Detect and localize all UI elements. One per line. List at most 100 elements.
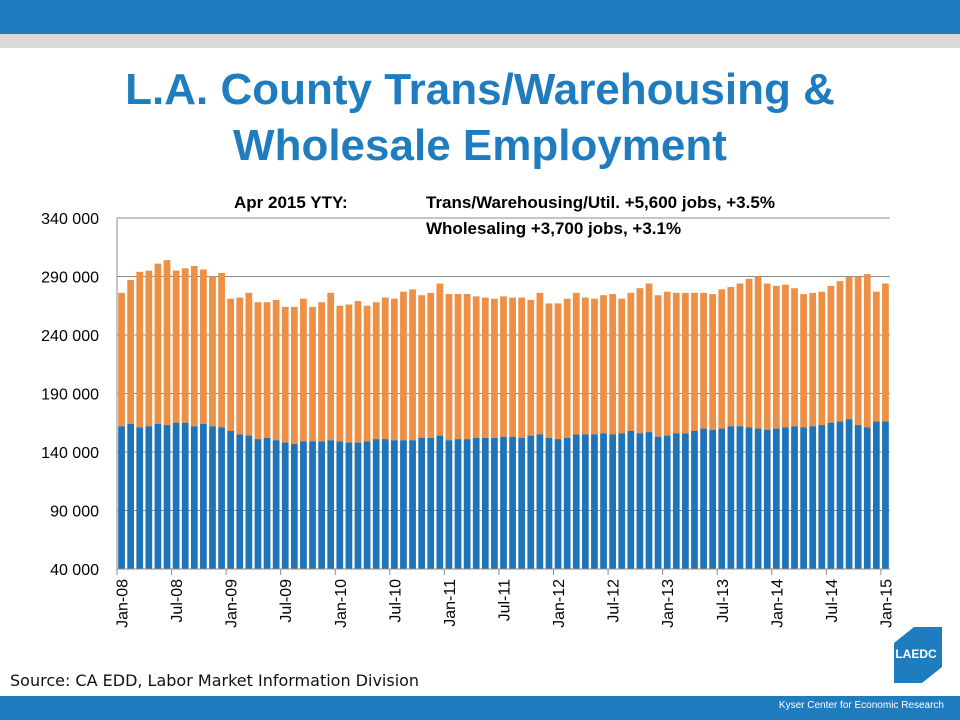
bar-wholesale <box>745 427 753 569</box>
x-tick-label: Jul-14 <box>824 579 841 623</box>
bar-wholesale <box>209 426 216 569</box>
bar-wholesale <box>472 437 480 569</box>
title-line-1: L.A. County Trans/Warehousing & <box>125 65 835 114</box>
bar-trans-warehousing <box>782 284 789 428</box>
bar-trans-warehousing <box>245 292 253 436</box>
bar-trans-warehousing <box>381 297 389 440</box>
bar-trans-warehousing <box>227 298 235 431</box>
bar-wholesale <box>663 435 671 569</box>
bar-wholesale <box>882 421 889 569</box>
bar-trans-warehousing <box>682 292 689 434</box>
annotation-line-1: Trans/Warehousing/Util. +5,600 jobs, +3.… <box>426 193 775 212</box>
bar-wholesale <box>391 440 398 569</box>
bar-trans-warehousing <box>609 294 616 435</box>
bar-wholesale <box>154 423 162 569</box>
bar-trans-warehousing <box>290 306 298 444</box>
bar-trans-warehousing <box>591 298 598 435</box>
bar-trans-warehousing <box>181 268 189 423</box>
bar-trans-warehousing <box>518 297 526 438</box>
bar-trans-warehousing <box>218 272 225 428</box>
y-tick-label: 40 000 <box>50 562 99 579</box>
bar-wholesale <box>509 436 516 569</box>
bar-wholesale <box>718 428 726 569</box>
bar-wholesale <box>481 437 489 569</box>
bar-trans-warehousing <box>845 276 853 420</box>
bar-wholesale <box>691 430 698 569</box>
bar-wholesale <box>272 440 280 569</box>
x-tick-label: Jan-09 <box>224 579 241 628</box>
bar-trans-warehousing <box>600 295 607 434</box>
org-name: Kyser Center for Economic Research <box>778 700 944 711</box>
bar-trans-warehousing <box>800 294 807 428</box>
bar-wholesale <box>445 440 453 569</box>
bar-wholesale <box>236 434 244 569</box>
bar-trans-warehousing <box>445 294 453 441</box>
logo-shape-icon <box>894 627 942 683</box>
bar-wholesale <box>536 434 544 569</box>
bar-trans-warehousing <box>854 276 862 426</box>
x-tick-label: Jan-08 <box>115 579 132 628</box>
x-tick-label: Jul-10 <box>387 579 404 623</box>
bar-trans-warehousing <box>536 292 544 435</box>
bar-trans-warehousing <box>527 299 535 436</box>
bar-trans-warehousing <box>836 281 844 422</box>
bar-trans-warehousing <box>400 291 407 441</box>
bar-trans-warehousing <box>200 269 207 424</box>
bar-wholesale <box>336 441 344 569</box>
title-line-2: Wholesale Employment <box>233 121 727 170</box>
bar-wholesale <box>227 430 235 569</box>
bar-wholesale <box>682 433 689 569</box>
bar-wholesale <box>854 425 862 569</box>
bar-trans-warehousing <box>572 292 580 435</box>
bar-trans-warehousing <box>545 303 553 438</box>
bar-trans-warehousing <box>372 302 380 440</box>
bar-wholesale <box>491 437 498 569</box>
bar-trans-warehousing <box>718 289 726 429</box>
bar-trans-warehousing <box>163 260 171 426</box>
y-tick-label: 340 000 <box>41 211 99 228</box>
y-tick-label: 190 000 <box>41 387 99 404</box>
bar-trans-warehousing <box>663 291 671 436</box>
bar-trans-warehousing <box>281 306 289 443</box>
bar-wholesale <box>418 437 426 569</box>
bar-wholesale <box>145 426 153 569</box>
bar-wholesale <box>427 437 435 569</box>
bar-wholesale <box>200 423 207 569</box>
bar-trans-warehousing <box>727 287 735 427</box>
bar-trans-warehousing <box>118 292 125 427</box>
bar-wholesale <box>818 425 826 569</box>
bar-trans-warehousing <box>318 302 325 442</box>
bar-wholesale <box>500 436 507 569</box>
bar-wholesale <box>709 429 717 569</box>
y-tick-label: 240 000 <box>41 328 99 345</box>
top-stripe <box>0 34 960 48</box>
bar-wholesale <box>354 442 362 569</box>
x-tick-label: Jul-09 <box>278 579 295 623</box>
bar-wholesale <box>591 434 598 569</box>
bar-trans-warehousing <box>500 296 507 437</box>
source-note: Source: CA EDD, Labor Market Information… <box>10 671 420 690</box>
bar-trans-warehousing <box>882 283 889 422</box>
bar-wholesale <box>672 433 680 569</box>
bar-trans-warehousing <box>436 283 444 436</box>
bar-trans-warehousing <box>336 305 344 442</box>
bar-wholesale <box>181 422 189 569</box>
bar-trans-warehousing <box>754 276 762 429</box>
bar-trans-warehousing <box>145 270 153 427</box>
bar-trans-warehousing <box>581 297 589 435</box>
bar-wholesale <box>263 437 271 569</box>
annotation-label: Apr 2015 YTY: <box>234 193 348 212</box>
bar-trans-warehousing <box>563 298 571 438</box>
bar-trans-warehousing <box>809 292 817 427</box>
bar-wholesale <box>190 426 198 569</box>
bar-wholesale <box>754 428 762 569</box>
x-tick-label: Jan-10 <box>333 579 350 628</box>
bar-wholesale <box>618 433 626 569</box>
bar-trans-warehousing <box>736 283 744 427</box>
bar-wholesale <box>600 433 607 569</box>
bar-trans-warehousing <box>345 304 353 443</box>
bar-trans-warehousing <box>363 305 371 442</box>
bar-wholesale <box>463 439 471 569</box>
bar-trans-warehousing <box>509 297 516 437</box>
bar-wholesale <box>409 440 416 569</box>
